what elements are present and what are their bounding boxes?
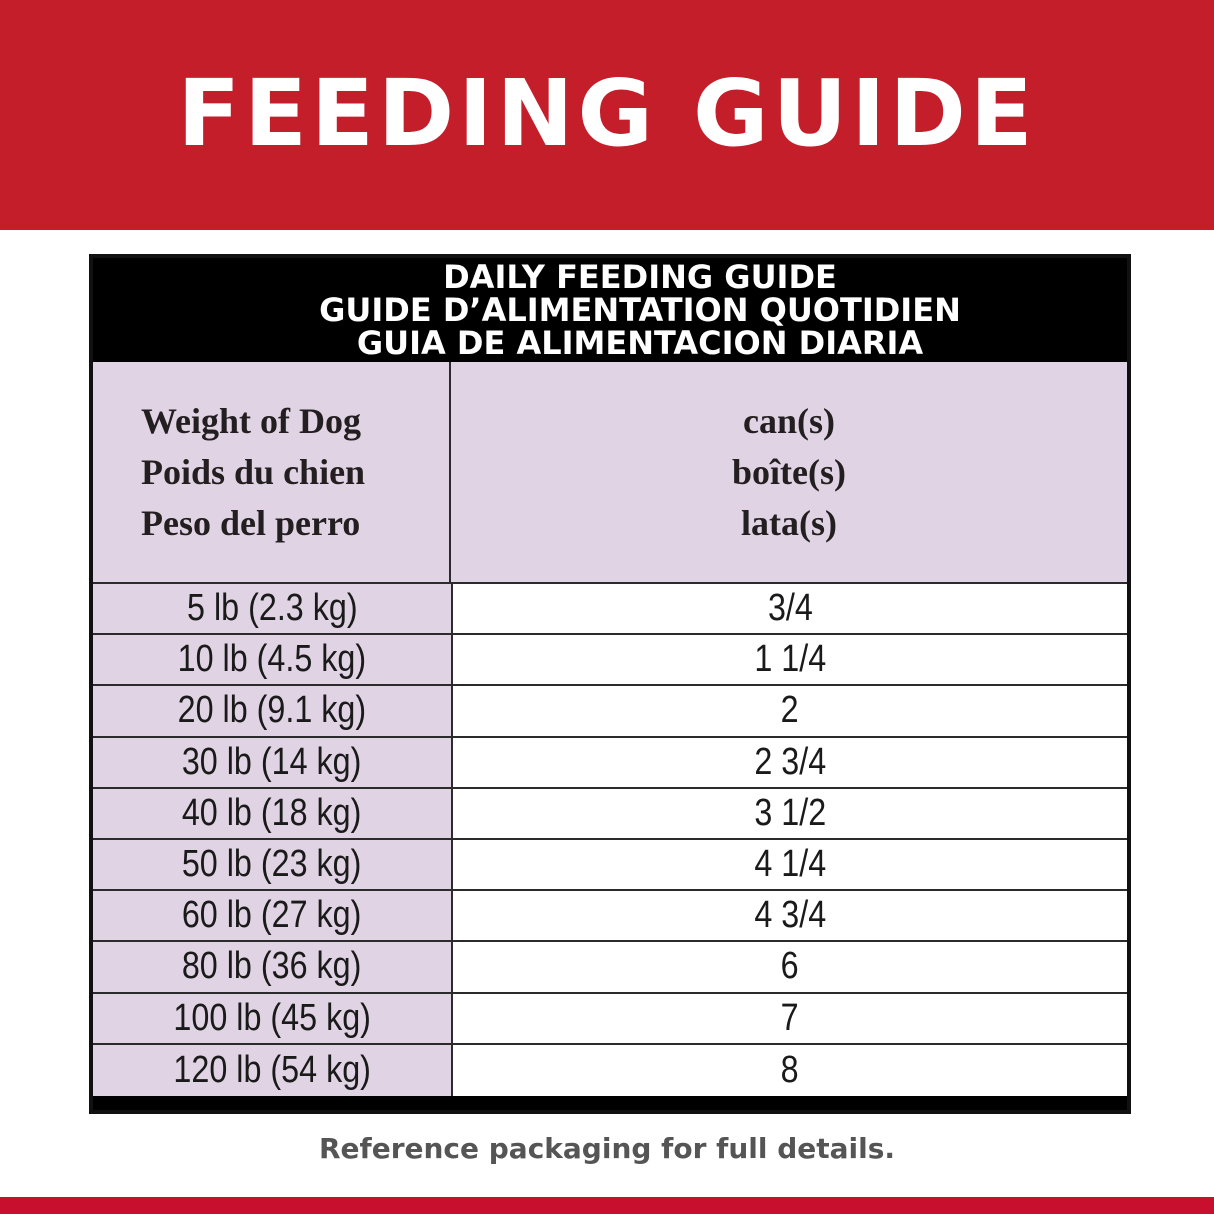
table-body: 5 lb (2.3 kg) 3/4 10 lb (4.5 kg) 1 1/4 20 … [93,582,1127,1096]
weight-cell: 80 lb (36 kg) [93,942,453,992]
cans-cell: 3/4 [453,584,1127,634]
weight-cell: 50 lb (23 kg) [93,839,453,890]
cans-cell: 2 3/4 [453,737,1127,787]
cans-cell: 1 1/4 [453,635,1127,685]
title-banner: FEEDING GUIDE [0,0,1214,230]
table-row: 5 lb (2.3 kg) 3/4 [93,584,1127,636]
table-row: 80 lb (36 kg) 6 [93,942,1127,994]
table-row: 30 lb (14 kg) 2 3/4 [93,737,1127,789]
table-title: DAILY FEEDING GUIDE GUIDE D’ALIMENTATION… [93,258,1127,362]
cans-cell: 7 [453,993,1127,1043]
cans-cell: 4 1/4 [453,839,1127,890]
weight-cell: 100 lb (45 kg) [93,993,453,1043]
cans-cell: 3 1/2 [453,788,1127,838]
column-headers: Weight of Dog Poids du chien Peso del pe… [93,362,1127,582]
table-row: 120 lb (54 kg) 8 [93,1044,1127,1096]
weight-cell: 20 lb (9.1 kg) [93,686,453,736]
weight-cell: 60 lb (27 kg) [93,891,453,941]
weight-header-fr: Poids du chien [141,451,366,492]
weight-cell: 120 lb (54 kg) [93,1044,453,1096]
page-title: FEEDING GUIDE [177,59,1037,167]
weight-header-en: Weight of Dog [141,400,361,441]
table-row: 10 lb (4.5 kg) 1 1/4 [93,635,1127,687]
table-title-fr: GUIDE D’ALIMENTATION QUOTIDIEN [319,290,961,329]
cans-column-header: can(s) boîte(s) lata(s) [451,362,1127,582]
cans-cell: 6 [453,942,1127,992]
weight-cell: 5 lb (2.3 kg) [93,584,453,634]
table-title-en: DAILY FEEDING GUIDE [443,257,837,296]
cans-cell: 4 3/4 [453,891,1127,941]
weight-column-header: Weight of Dog Poids du chien Peso del pe… [93,362,451,582]
cans-header-es: lata(s) [741,502,837,543]
table-row: 40 lb (18 kg) 3 1/2 [93,788,1127,840]
table-row: 60 lb (27 kg) 4 3/4 [93,891,1127,943]
weight-cell: 30 lb (14 kg) [93,737,453,787]
cans-header-fr: boîte(s) [732,451,846,492]
table-row: 50 lb (23 kg) 4 1/4 [93,839,1127,892]
cans-cell: 2 [453,686,1127,736]
weight-cell: 10 lb (4.5 kg) [93,635,453,685]
feeding-table: DAILY FEEDING GUIDE GUIDE D’ALIMENTATION… [89,254,1131,1114]
weight-cell: 40 lb (18 kg) [93,788,453,838]
footer-note: Reference packaging for full details. [318,1132,896,1165]
weight-header-es: Peso del perro [141,502,361,543]
bottom-band [0,1197,1214,1214]
table-row: 20 lb (9.1 kg) 2 [93,686,1127,738]
table-row: 100 lb (45 kg) 7 [93,993,1127,1045]
table-title-es: GUIA DE ALIMENTACION DIARIA [356,323,924,362]
cans-header-en: can(s) [743,400,835,441]
cans-cell: 8 [453,1044,1127,1096]
